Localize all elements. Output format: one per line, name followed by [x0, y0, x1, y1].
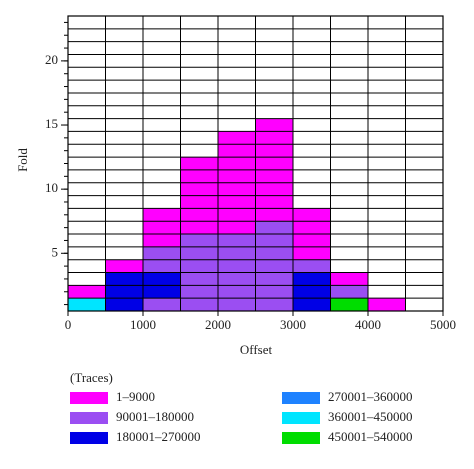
x-tick-label: 4000: [355, 317, 381, 332]
y-tick-label: 15: [45, 116, 58, 131]
legend-label: 90001–180000: [116, 409, 194, 424]
bar-segment: [330, 272, 368, 286]
legend-label: 450001–540000: [328, 429, 413, 444]
y-axis-label: Fold: [15, 148, 30, 172]
legend-swatch: [70, 432, 108, 444]
legend-swatch: [70, 392, 108, 404]
bar-segment: [68, 298, 106, 311]
legend-swatch: [282, 432, 320, 444]
legend-label: 270001–360000: [328, 389, 413, 404]
x-tick-label: 3000: [280, 317, 306, 332]
bar-segment: [105, 272, 143, 311]
x-tick-label: 0: [65, 317, 72, 332]
bar-segment: [330, 298, 368, 311]
legend-swatch: [70, 412, 108, 424]
bar-segment: [330, 285, 368, 299]
x-tick-label: 1000: [130, 317, 156, 332]
bar-segment: [143, 298, 181, 311]
legend-title: (Traces): [70, 370, 113, 385]
legend-swatch: [282, 412, 320, 424]
bar-segment: [143, 208, 181, 247]
bar-segment: [68, 285, 106, 299]
bar-segment: [105, 259, 143, 273]
y-tick-label: 10: [45, 180, 58, 195]
x-axis-label: Offset: [240, 342, 273, 357]
bar-segment: [368, 298, 406, 311]
legend-label: 1–9000: [116, 389, 155, 404]
legend-label: 180001–270000: [116, 429, 201, 444]
y-tick-label: 5: [52, 244, 59, 259]
bar-segment: [293, 259, 331, 273]
x-tick-label: 5000: [430, 317, 456, 332]
y-tick-label: 20: [45, 52, 58, 67]
bar-segment: [293, 272, 331, 311]
x-tick-label: 2000: [205, 317, 231, 332]
legend-swatch: [282, 392, 320, 404]
bar-segment: [255, 221, 293, 311]
legend-label: 360001–450000: [328, 409, 413, 424]
